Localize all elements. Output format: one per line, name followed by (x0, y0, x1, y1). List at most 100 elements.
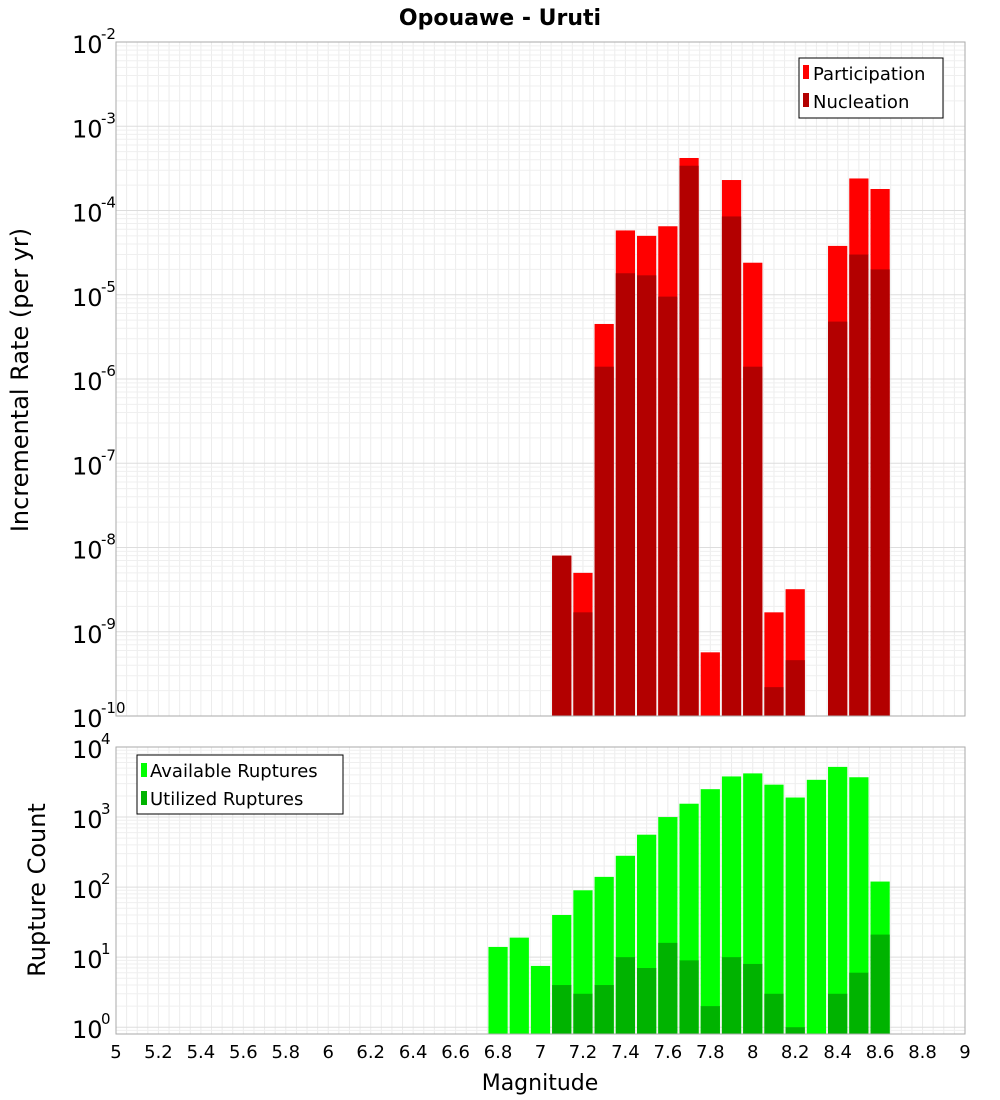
utilized-ruptures-bar (594, 985, 614, 1034)
available-ruptures-bar (828, 766, 848, 1034)
top-legend-box (798, 57, 944, 119)
x-tick-label: 5.8 (271, 1042, 300, 1063)
x-tick-label: 6.8 (484, 1042, 513, 1063)
nucleation-bar (679, 165, 699, 716)
x-tick-label: 5.6 (229, 1042, 258, 1063)
y-tick-label: 10 (72, 452, 103, 480)
utilized-ruptures-bar (679, 960, 699, 1034)
y-tick-label: 10 (72, 806, 103, 834)
x-tick-label: 5.4 (187, 1042, 216, 1063)
legend-available-swatch (141, 763, 147, 777)
y-tick-exponent: -5 (101, 278, 116, 296)
legend-participation-swatch (803, 65, 809, 79)
y-tick-exponent: 4 (101, 730, 111, 748)
x-tick-label: 7.2 (569, 1042, 598, 1063)
top-nucleation-bars (552, 165, 890, 716)
y-tick-exponent: -6 (101, 362, 116, 380)
legend-utilized-swatch (141, 791, 147, 805)
available-ruptures-bar (488, 946, 508, 1034)
bottom-plot-frame (115, 746, 966, 1035)
bottom-utilized-bars (552, 934, 890, 1034)
x-tick-label: 7 (535, 1042, 546, 1063)
legend-participation-label: Participation (813, 64, 925, 85)
x-tick-label: 6.6 (441, 1042, 470, 1063)
y-tick-label: 10 (72, 946, 103, 974)
y-tick-label: 10 (72, 1016, 103, 1044)
nucleation-bar (594, 366, 614, 716)
y-tick-label: 10 (72, 736, 103, 764)
y-tick-label: 10 (72, 284, 103, 312)
nucleation-bar (828, 321, 848, 716)
nucleation-bar (764, 687, 784, 716)
y-tick-exponent: -4 (101, 194, 116, 212)
x-tick-label: 8.8 (908, 1042, 937, 1063)
bottom-y-axis-label: Rupture Count (23, 803, 51, 977)
nucleation-bar (573, 612, 593, 716)
legend-available-label: Available Ruptures (150, 761, 318, 782)
y-tick-exponent: 0 (101, 1010, 111, 1028)
utilized-ruptures-bar (721, 957, 742, 1034)
x-tick-label: 9 (959, 1042, 970, 1063)
available-ruptures-bar (700, 789, 720, 1034)
y-tick-label: 10 (72, 368, 103, 396)
x-tick-label: 5.2 (144, 1042, 173, 1063)
x-tick-labels: 5 5.2 5.4 5.6 5.8 6 6.2 6.4 6.6 6.8 7 7.2 7.4 7.6 7.8 8… (110, 1042, 970, 1063)
y-tick-label: 10 (72, 705, 103, 733)
y-tick-exponent: -7 (101, 446, 116, 464)
y-tick-label: 10 (72, 31, 103, 59)
x-axis-label: Magnitude (482, 1071, 599, 1096)
available-ruptures-bar (764, 784, 784, 1034)
utilized-ruptures-bar (870, 934, 890, 1034)
y-tick-exponent: 3 (101, 800, 111, 818)
y-tick-exponent: -9 (101, 615, 116, 633)
y-tick-exponent: 2 (101, 870, 111, 888)
legend-nucleation-label: Nucleation (813, 92, 909, 113)
nucleation-bar (637, 275, 657, 716)
legend-utilized-label: Utilized Ruptures (150, 789, 303, 810)
y-tick-label: 10 (72, 200, 103, 228)
nucleation-bar (785, 660, 805, 716)
participation-bar (700, 652, 720, 716)
x-tick-label: 7.8 (696, 1042, 725, 1063)
nucleation-bar (870, 269, 890, 716)
top-panel-grid (115, 41, 966, 717)
x-tick-label: 8.4 (823, 1042, 852, 1063)
utilized-ruptures-bar (828, 993, 848, 1034)
nucleation-bar (849, 254, 869, 716)
y-tick-label: 10 (72, 115, 103, 143)
nucleation-bar (658, 296, 678, 716)
top-legend: Participation Nucleation (798, 57, 944, 119)
utilized-ruptures-bar (764, 993, 784, 1034)
x-tick-label: 6.4 (399, 1042, 428, 1063)
x-tick-label: 8.2 (781, 1042, 810, 1063)
nucleation-bar (721, 216, 742, 716)
x-tick-label: 5 (110, 1042, 121, 1063)
nucleation-bar (743, 366, 763, 716)
y-tick-exponent: -8 (101, 531, 116, 549)
y-tick-label: 10 (72, 621, 103, 649)
utilized-ruptures-bar (785, 1027, 805, 1034)
available-ruptures-bar (806, 779, 827, 1034)
y-tick-exponent: -10 (101, 699, 126, 717)
bottom-legend: Available Ruptures Utilized Ruptures (136, 754, 344, 815)
y-tick-label: 10 (72, 537, 103, 565)
y-tick-label: 10 (72, 876, 103, 904)
x-tick-label: 8 (747, 1042, 758, 1063)
utilized-ruptures-bar (849, 972, 869, 1034)
x-tick-label: 6 (323, 1042, 334, 1063)
x-tick-label: 7.4 (611, 1042, 640, 1063)
utilized-ruptures-bar (552, 985, 572, 1034)
legend-nucleation-swatch (803, 93, 809, 107)
bottom-legend-box (136, 754, 344, 815)
y-tick-exponent: -2 (101, 25, 116, 43)
available-ruptures-bar (509, 937, 529, 1034)
utilized-ruptures-bar (637, 968, 657, 1034)
nucleation-bar (552, 555, 572, 716)
utilized-ruptures-bar (700, 1006, 720, 1034)
top-plot-frame (115, 41, 966, 717)
y-tick-exponent: -3 (101, 109, 116, 127)
y-tick-exponent: 1 (101, 940, 111, 958)
